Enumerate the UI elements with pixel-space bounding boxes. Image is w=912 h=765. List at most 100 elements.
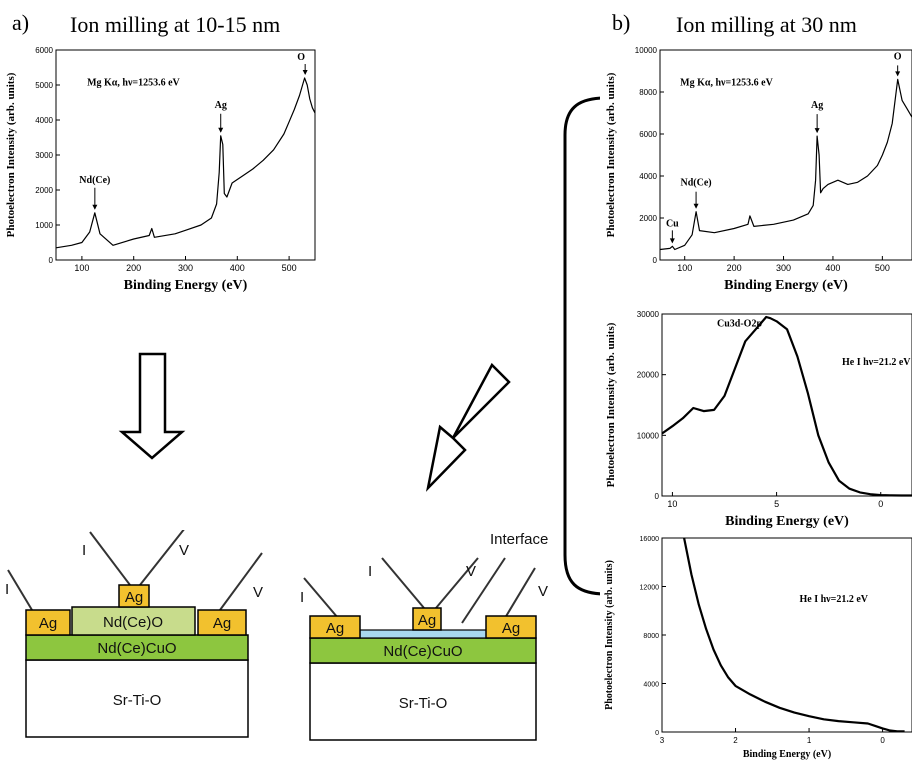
panel-a-title: Ion milling at 10-15 nm	[70, 12, 281, 37]
bracket	[563, 96, 600, 596]
arrows-layer	[118, 96, 600, 596]
x-tick-label: 100	[74, 263, 89, 273]
x-tick-label: 400	[230, 263, 245, 273]
probe-label-i: I	[300, 589, 304, 606]
peak-arrowhead	[814, 128, 820, 134]
probe-label-v: V	[538, 583, 548, 600]
film-layer	[25, 634, 249, 661]
y-axis-label: Photoelectron Intensity (arb. units)	[605, 322, 617, 487]
probe-label-i: I	[368, 563, 372, 580]
x-tick-label: 0	[880, 736, 885, 745]
excitation-annotation: Mg Kα, hν=1253.6 eV	[87, 78, 180, 89]
ag-label: Ag	[213, 615, 231, 632]
probe-label-i: I	[5, 581, 9, 598]
y-tick-label: 0	[655, 492, 660, 501]
x-tick-label: 400	[825, 263, 840, 273]
ag-contact	[25, 609, 71, 636]
series-line	[55, 77, 316, 249]
x-tick-label: 300	[178, 263, 193, 273]
x-tick-label: 10	[667, 499, 677, 509]
peak-arrowhead	[302, 70, 308, 75]
x-tick-label: 200	[126, 263, 141, 273]
y-tick-label: 4000	[35, 116, 53, 125]
ag-contact-top	[118, 584, 150, 608]
probe-line	[7, 569, 33, 611]
ag-contact	[485, 615, 537, 639]
x-tick-label: 2	[733, 736, 738, 745]
chart-b-ups1: 10 5 0 0 10000 20000 30000 Binding Energy (eV) P…	[605, 310, 912, 529]
peak-arrowhead	[218, 127, 224, 133]
interface-pointer	[461, 557, 506, 624]
probe-label-v: V	[253, 584, 263, 601]
x-tick-label: 0	[878, 499, 883, 509]
ag-contact-top	[412, 607, 442, 631]
y-tick-label: 20000	[637, 371, 660, 380]
y-axis-label: Photoelectron Intensity (arb. units)	[5, 72, 17, 237]
peak-label: Nd(Ce)	[681, 178, 712, 189]
peak-label: Cu3d-O2p	[717, 319, 762, 330]
panel-a-label: a)	[12, 10, 30, 35]
probe-label-v: V	[179, 542, 189, 559]
ag-label: Ag	[39, 615, 57, 632]
x-axis-label: Binding Energy (eV)	[724, 278, 848, 293]
x-tick-label: 300	[776, 263, 791, 273]
excitation-annotation: He I hν=21.2 eV	[800, 594, 869, 605]
plot-frame	[661, 313, 912, 497]
y-tick-label: 12000	[640, 585, 660, 592]
peak-arrowhead	[92, 204, 98, 210]
probe-label-i: I	[82, 542, 86, 559]
x-axis-label: Binding Energy (eV)	[124, 278, 248, 293]
probe-label-v: V	[466, 563, 476, 580]
peak-label: Nd(Ce)	[79, 175, 110, 186]
probe-line	[381, 557, 425, 609]
x-tick-label: 3	[660, 736, 665, 745]
y-tick-label: 2000	[35, 186, 53, 195]
y-tick-label: 3000	[35, 151, 53, 160]
excitation-annotation: He I hν=21.2 eV	[842, 357, 911, 368]
ups-spectrum-b1: 10 5 0 0 10000 20000 30000 Binding Energy (eV) P…	[605, 310, 912, 529]
y-tick-label: 1000	[35, 221, 53, 230]
oxide-layer	[71, 606, 196, 636]
y-tick-label: 2000	[639, 214, 657, 223]
plot-frame	[659, 49, 912, 261]
peak-label: O	[297, 52, 305, 63]
substrate-label: Sr-Ti-O	[113, 692, 162, 709]
peak-label: Ag	[811, 100, 823, 111]
y-tick-label: 0	[49, 256, 54, 265]
interface-layer	[359, 629, 489, 639]
diagonal-arrow	[425, 362, 511, 492]
y-tick-label: 16000	[640, 536, 660, 543]
probe-line	[504, 567, 536, 619]
y-axis-label: Photoelectron Intensity (arb. units)	[604, 560, 615, 710]
y-tick-label: 8000	[639, 88, 657, 97]
probe-line	[89, 531, 131, 586]
peak-arrowhead	[895, 71, 901, 77]
film-label: Nd(Ce)CuO	[97, 640, 176, 657]
plot-frame	[661, 537, 912, 733]
ag-label: Ag	[125, 589, 143, 606]
series-line	[683, 537, 905, 733]
peak-arrowhead	[669, 238, 675, 244]
probe-line	[435, 557, 479, 609]
probe-line	[139, 530, 185, 586]
ag-label: Ag	[502, 620, 520, 637]
xps-spectrum-a: 100 200 300 400 5000100020003000400050006000…	[5, 46, 316, 293]
x-tick-label: 5	[774, 499, 779, 509]
y-tick-label: 0	[655, 730, 659, 737]
y-tick-label: 0	[653, 256, 658, 265]
peak-label: Cu	[666, 218, 679, 229]
oxide-label: Nd(Ce)O	[103, 614, 163, 631]
x-tick-label: 200	[727, 263, 742, 273]
x-tick-label: 100	[677, 263, 692, 273]
series-line	[661, 315, 912, 497]
device-diagram-right: Sr-Ti-O Nd(Ce)CuO Ag Ag Ag Interface I I…	[300, 531, 548, 741]
ag-contact	[197, 609, 247, 636]
chart-a-xps: 100 200 300 400 5000100020003000400050006000…	[5, 46, 316, 293]
y-tick-label: 10000	[637, 431, 660, 440]
y-tick-label: 8000	[643, 633, 659, 640]
y-tick-label: 30000	[637, 310, 660, 319]
x-tick-label: 500	[282, 263, 297, 273]
peak-arrowhead	[693, 203, 699, 209]
x-tick-label: 500	[875, 263, 890, 273]
xps-spectrum-b: 100 200 300 400 500 0 2000 4000 6000 8000 10000 Bin…	[605, 46, 912, 293]
